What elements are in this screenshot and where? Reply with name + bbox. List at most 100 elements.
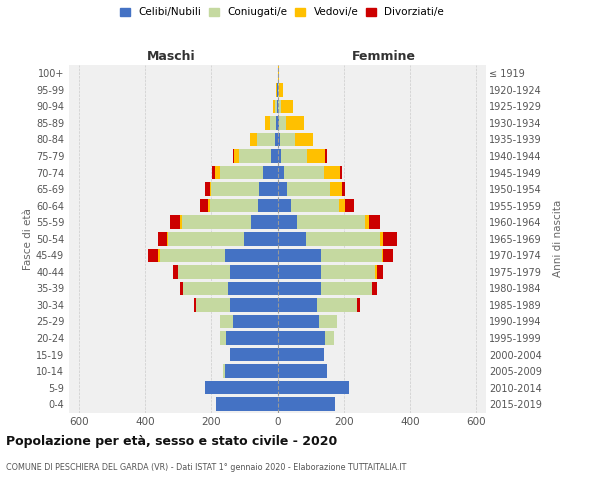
Bar xyxy=(277,348,324,362)
Bar xyxy=(277,149,281,163)
Bar xyxy=(277,83,283,96)
Bar xyxy=(235,149,277,163)
Bar xyxy=(277,265,320,278)
Bar xyxy=(277,199,353,212)
Bar xyxy=(168,232,277,245)
Bar xyxy=(277,332,325,345)
Bar xyxy=(277,332,334,345)
Bar xyxy=(158,248,277,262)
Bar xyxy=(277,298,357,312)
Bar xyxy=(277,248,383,262)
Bar xyxy=(277,282,320,295)
Bar xyxy=(277,116,304,130)
Bar xyxy=(167,232,277,245)
Bar xyxy=(158,232,277,245)
Bar xyxy=(277,149,325,163)
Bar xyxy=(265,116,277,130)
Bar xyxy=(205,381,277,394)
Bar xyxy=(277,100,281,113)
Bar xyxy=(224,364,277,378)
Bar xyxy=(269,116,277,130)
Bar xyxy=(277,381,349,394)
Bar xyxy=(257,132,277,146)
Bar xyxy=(211,182,277,196)
Bar xyxy=(277,314,337,328)
Bar xyxy=(148,248,277,262)
Bar xyxy=(230,298,277,312)
Bar xyxy=(277,166,340,179)
Bar xyxy=(276,83,277,96)
Bar xyxy=(277,314,337,328)
Bar xyxy=(277,166,342,179)
Bar xyxy=(277,381,349,394)
Bar xyxy=(208,199,277,212)
Bar xyxy=(277,199,291,212)
Bar xyxy=(271,149,277,163)
Bar xyxy=(230,265,277,278)
Bar xyxy=(233,314,277,328)
Bar xyxy=(277,116,279,130)
Bar xyxy=(223,364,277,378)
Bar xyxy=(230,348,277,362)
Bar xyxy=(277,100,293,113)
Bar xyxy=(277,216,298,229)
Bar xyxy=(277,83,278,96)
Bar xyxy=(220,332,277,345)
Bar xyxy=(277,66,279,80)
Bar xyxy=(277,398,335,411)
Bar xyxy=(277,66,279,80)
Bar xyxy=(277,398,335,411)
Bar xyxy=(212,166,277,179)
Bar xyxy=(277,149,307,163)
Bar xyxy=(180,216,277,229)
Bar xyxy=(277,132,313,146)
Bar xyxy=(277,364,327,378)
Bar xyxy=(277,166,284,179)
Bar xyxy=(160,248,277,262)
Bar xyxy=(209,199,277,212)
Bar xyxy=(276,83,277,96)
Bar xyxy=(220,314,277,328)
Bar xyxy=(277,83,283,96)
Bar xyxy=(277,282,372,295)
Bar xyxy=(244,232,277,245)
Bar xyxy=(216,398,277,411)
Bar xyxy=(277,132,313,146)
Bar xyxy=(205,381,277,394)
Bar xyxy=(272,100,277,113)
Bar xyxy=(259,182,277,196)
Text: COMUNE DI PESCHIERA DEL GARDA (VR) - Dati ISTAT 1° gennaio 2020 - Elaborazione T: COMUNE DI PESCHIERA DEL GARDA (VR) - Dat… xyxy=(6,462,406,471)
Bar xyxy=(277,348,324,362)
Bar xyxy=(277,132,295,146)
Bar xyxy=(277,298,317,312)
Bar xyxy=(277,314,319,328)
Y-axis label: Fasce di età: Fasce di età xyxy=(23,208,33,270)
Bar xyxy=(265,116,277,130)
Bar xyxy=(277,132,280,146)
Bar xyxy=(276,116,277,130)
Bar xyxy=(277,332,334,345)
Bar xyxy=(250,132,277,146)
Bar xyxy=(226,332,277,345)
Bar xyxy=(277,232,397,245)
Bar xyxy=(250,132,277,146)
Bar xyxy=(277,232,383,245)
Bar xyxy=(194,298,277,312)
Bar xyxy=(277,364,327,378)
Bar xyxy=(277,248,320,262)
Bar xyxy=(183,282,277,295)
Bar xyxy=(272,100,277,113)
Bar xyxy=(277,116,304,130)
Bar xyxy=(277,216,365,229)
Bar xyxy=(216,398,277,411)
Bar xyxy=(182,216,277,229)
Legend: Celibi/Nubili, Coniugati/e, Vedovi/e, Divorziati/e: Celibi/Nubili, Coniugati/e, Vedovi/e, Di… xyxy=(118,5,446,20)
Bar xyxy=(196,298,277,312)
Bar xyxy=(277,332,334,345)
Bar xyxy=(277,298,357,312)
Bar xyxy=(277,298,359,312)
Bar xyxy=(277,265,383,278)
Bar xyxy=(275,132,277,146)
Bar xyxy=(277,100,293,113)
Bar xyxy=(215,166,277,179)
